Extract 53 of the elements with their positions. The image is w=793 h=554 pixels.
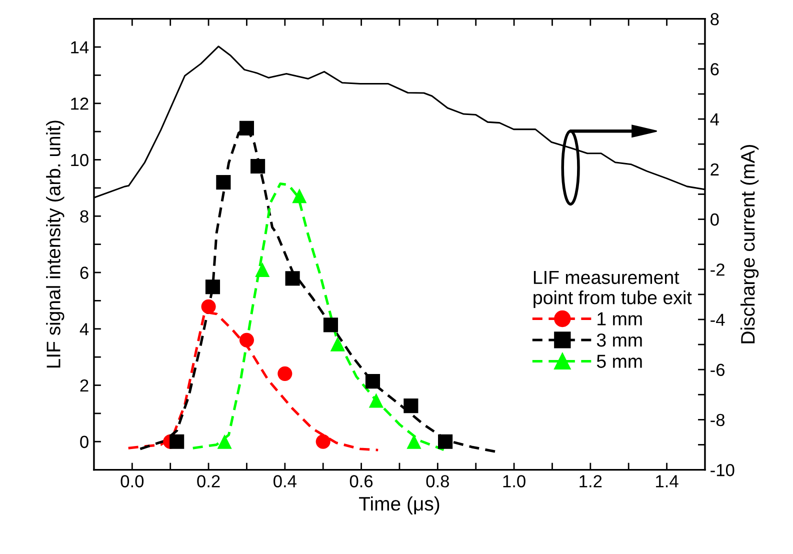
- point: [365, 374, 380, 389]
- point: [217, 434, 232, 449]
- point: [316, 434, 330, 449]
- y2-tick-label: 4: [710, 113, 719, 126]
- point: [255, 262, 270, 277]
- y-tick-label: 12: [71, 98, 88, 110]
- point: [278, 366, 292, 381]
- y2-tick-label: -10: [710, 464, 734, 476]
- point: [330, 336, 345, 352]
- y-tick-label: 14: [71, 41, 89, 54]
- y-tick-label: 2: [80, 379, 88, 392]
- x-tick-label: 1.2: [580, 475, 602, 488]
- legend-label: 3 mm: [596, 333, 642, 347]
- y-tick-label: 0: [80, 436, 88, 448]
- point: [170, 434, 184, 449]
- y2-tick-label: 2: [710, 163, 719, 176]
- x-tick-label: 0.4: [274, 475, 296, 488]
- y-tick-label: 6: [80, 266, 88, 279]
- x-tick-label: 1.4: [656, 475, 678, 488]
- y2-tick-label: -4: [710, 314, 725, 326]
- x-tick-label: 0.2: [197, 475, 220, 488]
- y2-tick-label: -6: [710, 364, 725, 376]
- point: [285, 271, 300, 286]
- point: [250, 158, 266, 174]
- y-tick-label: 4: [80, 323, 89, 336]
- point: [438, 434, 453, 449]
- y2-tick-label: 6: [710, 63, 719, 76]
- x-tick-label: 0.6: [350, 475, 373, 488]
- x-tick-label: 0.8: [426, 475, 449, 488]
- y-tick-label: 10: [71, 154, 88, 166]
- y2-tick-label: 8: [710, 13, 719, 26]
- point: [406, 434, 422, 449]
- y2-tick-label: 0: [710, 213, 719, 226]
- y-axis-title: LIF signal intensity (arb. unit): [46, 120, 64, 368]
- point: [292, 188, 307, 204]
- y2-axis-title: Discharge current (mA): [740, 145, 759, 344]
- point: [368, 393, 384, 408]
- legend-label: 5 mm: [596, 354, 642, 368]
- y-tick-label: 8: [80, 210, 88, 223]
- point: [205, 280, 220, 294]
- point: [216, 175, 231, 190]
- point: [239, 120, 254, 136]
- x-axis-title: Time (μs): [359, 496, 440, 515]
- point: [201, 299, 216, 314]
- point: [239, 332, 254, 348]
- legend-title: LIF measurement point from tube exit: [534, 270, 692, 308]
- x-tick-label: 1.0: [503, 475, 526, 488]
- x-tick-label: 0.0: [120, 475, 144, 488]
- legend-label: 1 mm: [598, 312, 642, 326]
- y2-tick-label: -8: [710, 414, 725, 426]
- y2-tick-label: -2: [710, 264, 724, 276]
- point: [404, 398, 418, 414]
- point: [323, 318, 338, 332]
